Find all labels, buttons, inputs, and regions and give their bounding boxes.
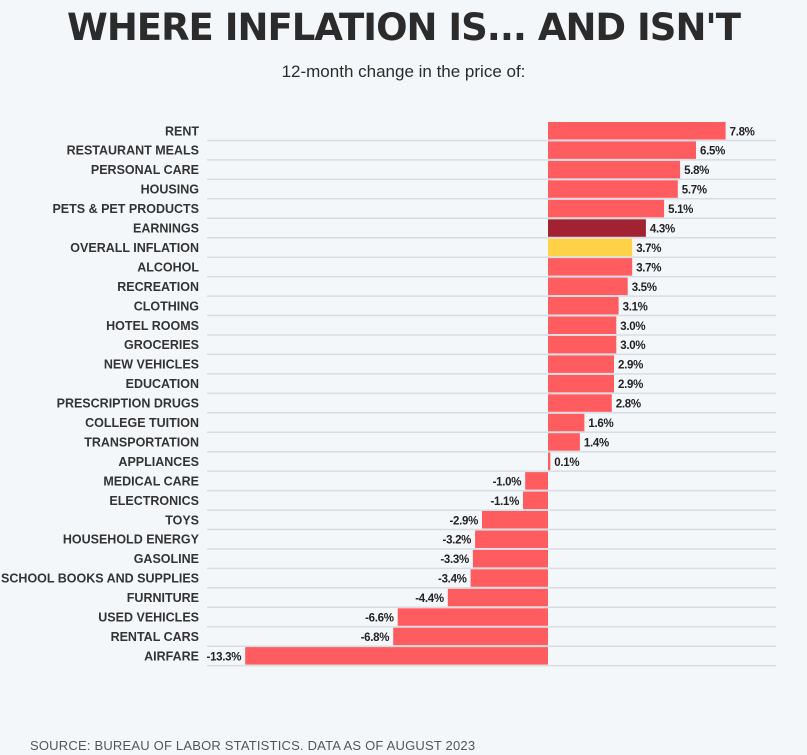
category-label-transportation: TRANSPORTATION xyxy=(84,435,199,449)
value-label-medical-care: -1.0% xyxy=(493,476,522,488)
bar-used-vehicles xyxy=(397,608,548,626)
value-label-recreation: 3.5% xyxy=(632,282,657,294)
bar-rental-cars xyxy=(393,627,548,646)
value-label-new-vehicles: 2.9% xyxy=(618,360,643,372)
category-labels: RENT RESTAURANT MEALS PERSONAL CARE HOUSING… xyxy=(1,124,200,663)
value-label-overall-inflation: 3.7% xyxy=(636,243,661,255)
category-label-airfare: AIRFARE xyxy=(144,649,199,663)
value-label-pets-and-pet-products: 5.1% xyxy=(668,204,693,216)
chart-subtitle: 12-month change in the price of: xyxy=(281,62,526,81)
category-label-overall-inflation: OVERALL INFLATION xyxy=(70,241,199,255)
bar-pets-and-pet-products xyxy=(548,199,665,218)
bar-rent xyxy=(548,122,726,140)
source-note: SOURCE: BUREAU OF LABOR STATISTICS. DATA… xyxy=(30,738,476,753)
category-label-used-vehicles: USED VEHICLES xyxy=(98,611,199,625)
bar-education xyxy=(548,374,614,393)
category-label-housing: HOUSING xyxy=(141,183,199,197)
value-label-hotel-rooms: 3.0% xyxy=(620,321,645,333)
value-label-electronics: -1.1% xyxy=(490,496,519,508)
category-label-education: EDUCATION xyxy=(126,377,199,391)
bars xyxy=(245,122,726,665)
bar-college-tuition xyxy=(548,413,585,432)
value-label-clothing: 3.1% xyxy=(623,301,648,313)
bar-overall-inflation xyxy=(548,238,633,257)
value-label-personal-care: 5.8% xyxy=(684,165,709,177)
bar-transportation xyxy=(548,433,580,451)
category-label-earnings: EARNINGS xyxy=(133,222,199,236)
value-label-toys: -2.9% xyxy=(449,515,478,527)
category-label-prescription-drugs: PRESCRIPTION DRUGS xyxy=(57,397,199,411)
value-label-prescription-drugs: 2.8% xyxy=(616,399,641,411)
bar-airfare xyxy=(245,647,548,665)
value-label-alcohol: 3.7% xyxy=(636,262,661,274)
category-label-pets-and-pet-products: PETS & PET PRODUCTS xyxy=(52,202,199,216)
chart-title: WHERE INFLATION IS... AND ISN'T xyxy=(67,6,741,49)
bar-appliances xyxy=(548,452,551,471)
category-label-college-tuition: COLLEGE TUITION xyxy=(85,416,199,430)
value-label-restaurant-meals: 6.5% xyxy=(700,146,725,158)
category-label-school-books-and-supplies: SCHOOL BOOKS AND SUPPLIES xyxy=(1,572,199,586)
value-labels: 7.8% 6.5% 5.8% 5.7% 5.1% 4.3% 3.7% 3.7% 3.5% 3.1%… xyxy=(207,126,755,663)
bar-household-energy xyxy=(475,530,548,548)
bar-chart: RENT RESTAURANT MEALS PERSONAL CARE HOUSING… xyxy=(1,122,776,667)
category-label-electronics: ELECTRONICS xyxy=(109,494,199,508)
category-label-restaurant-meals: RESTAURANT MEALS xyxy=(67,144,199,158)
value-label-school-books-and-supplies: -3.4% xyxy=(438,574,467,586)
value-label-education: 2.9% xyxy=(618,379,643,391)
gridlines xyxy=(207,139,776,667)
value-label-household-energy: -3.2% xyxy=(443,535,472,547)
category-label-groceries: GROCERIES xyxy=(124,338,199,352)
bar-gasoline xyxy=(472,549,548,568)
value-label-airfare: -13.3% xyxy=(207,651,242,663)
category-label-alcohol: ALCOHOL xyxy=(137,260,199,274)
value-label-used-vehicles: -6.6% xyxy=(365,613,394,625)
bar-school-books-and-supplies xyxy=(470,569,548,587)
category-label-hotel-rooms: HOTEL ROOMS xyxy=(106,319,199,333)
value-label-appliances: 0.1% xyxy=(554,457,579,469)
value-label-gasoline: -3.3% xyxy=(440,554,469,566)
value-label-college-tuition: 1.6% xyxy=(588,418,613,430)
category-label-furniture: FURNITURE xyxy=(127,591,199,605)
value-label-housing: 5.7% xyxy=(682,185,707,197)
bar-clothing xyxy=(548,297,619,315)
bar-personal-care xyxy=(548,160,681,179)
category-label-rental-cars: RENTAL CARS xyxy=(111,630,199,644)
value-label-rent: 7.8% xyxy=(730,126,755,138)
value-label-furniture: -4.4% xyxy=(415,593,444,605)
bar-earnings xyxy=(548,219,646,237)
bar-new-vehicles xyxy=(548,355,614,373)
bar-restaurant-meals xyxy=(548,141,696,159)
category-label-recreation: RECREATION xyxy=(117,280,199,294)
category-label-personal-care: PERSONAL CARE xyxy=(91,163,199,177)
bar-recreation xyxy=(548,277,628,296)
category-label-medical-care: MEDICAL CARE xyxy=(103,474,199,488)
value-label-rental-cars: -6.8% xyxy=(361,632,390,644)
bar-hotel-rooms xyxy=(548,316,617,334)
bar-prescription-drugs xyxy=(548,394,612,412)
bar-toys xyxy=(482,511,548,529)
category-label-rent: RENT xyxy=(165,124,199,138)
category-label-household-energy: HOUSEHOLD ENERGY xyxy=(63,533,200,547)
category-label-clothing: CLOTHING xyxy=(134,299,199,313)
bar-alcohol xyxy=(548,258,633,276)
value-label-earnings: 4.3% xyxy=(650,224,675,236)
category-label-appliances: APPLIANCES xyxy=(118,455,199,469)
value-label-transportation: 1.4% xyxy=(584,437,609,449)
category-label-new-vehicles: NEW VEHICLES xyxy=(104,358,199,372)
category-label-toys: TOYS xyxy=(165,513,199,527)
bar-housing xyxy=(548,180,678,198)
value-label-groceries: 3.0% xyxy=(620,340,645,352)
bar-groceries xyxy=(548,335,617,354)
bar-medical-care xyxy=(525,472,548,490)
bar-electronics xyxy=(523,491,548,510)
category-label-gasoline: GASOLINE xyxy=(134,552,199,566)
bar-furniture xyxy=(447,588,548,607)
